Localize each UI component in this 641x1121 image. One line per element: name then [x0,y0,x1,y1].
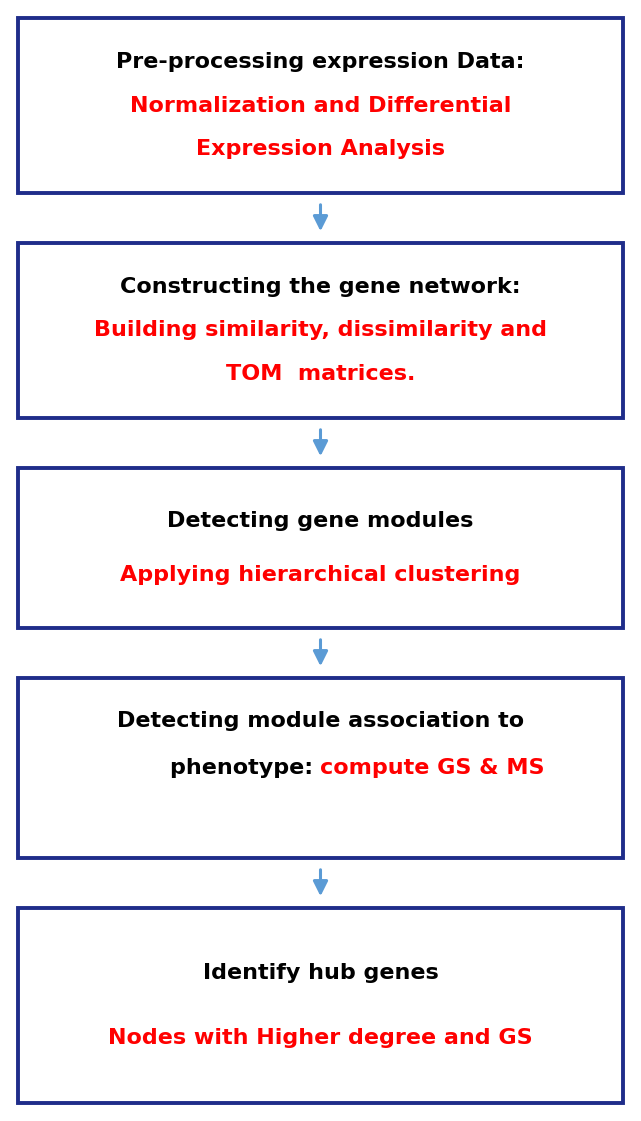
Text: Detecting module association to: Detecting module association to [117,711,524,731]
Text: Applying hierarchical clustering: Applying hierarchical clustering [121,565,520,585]
Text: Normalization and Differential: Normalization and Differential [130,95,511,115]
Text: Pre-processing expression Data:: Pre-processing expression Data: [116,52,525,72]
Text: Constructing the gene network:: Constructing the gene network: [121,277,520,297]
Bar [18,678,623,858]
Text: compute GS & MS: compute GS & MS [320,758,545,778]
Text: Nodes with Higher degree and GS: Nodes with Higher degree and GS [108,1028,533,1048]
Text: phenotype:: phenotype: [170,758,320,778]
Text: Detecting gene modules: Detecting gene modules [167,511,474,531]
Text: TOM  matrices.: TOM matrices. [226,364,415,385]
Bar [18,243,623,418]
Text: Building similarity, dissimilarity and: Building similarity, dissimilarity and [94,321,547,341]
Bar [18,908,623,1103]
Text: Expression Analysis: Expression Analysis [196,139,445,159]
Bar [18,467,623,628]
Bar [18,18,623,193]
Text: Identify hub genes: Identify hub genes [203,963,438,983]
